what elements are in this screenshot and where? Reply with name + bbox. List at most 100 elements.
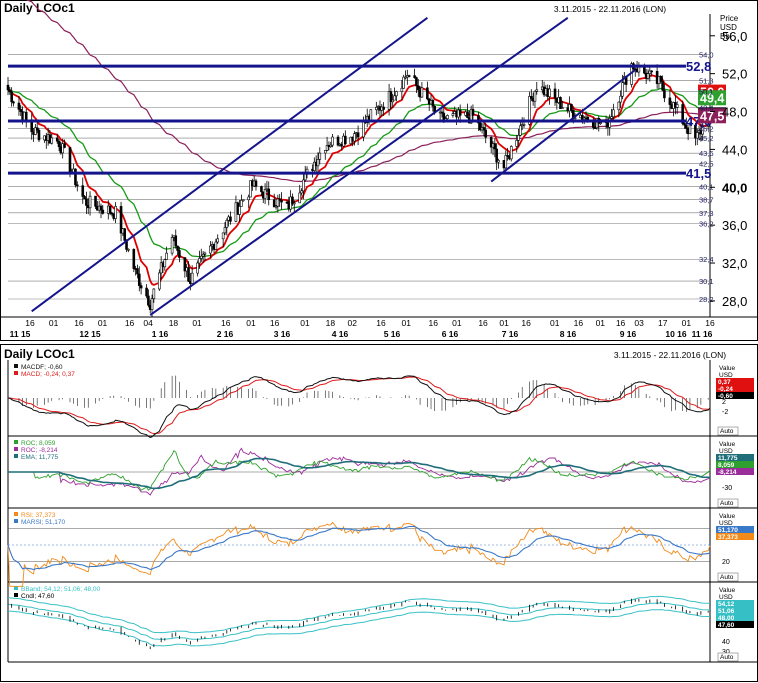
day-tick-label: 16 — [125, 318, 135, 328]
candle-body — [663, 89, 666, 99]
legend-swatch — [14, 586, 18, 590]
month-tick-label: 11 15 — [10, 329, 31, 339]
candle-body — [517, 135, 520, 141]
panel-axis-caption: Value — [719, 513, 736, 520]
minor-tick-label: 28,2 — [699, 295, 714, 304]
candle-body — [10, 91, 13, 103]
day-tick-label: 17 — [658, 318, 668, 328]
candle-body — [533, 90, 537, 102]
bband-mid-line — [8, 602, 711, 640]
price-axis-caption: Price — [720, 14, 739, 23]
candle-body — [528, 96, 531, 125]
auto-scale-button[interactable] — [717, 572, 739, 582]
panel-tick-label: 30 — [722, 649, 730, 656]
candle-body — [519, 125, 522, 136]
minor-tick-label: 54,0 — [699, 51, 714, 60]
candle-body — [706, 123, 710, 127]
day-tick-label: 16 — [74, 318, 84, 328]
candle-body — [675, 104, 679, 108]
indicator-badge-label: 8,059 — [718, 462, 735, 469]
auto-scale-label: Auto — [720, 500, 734, 507]
candle-body — [331, 136, 334, 146]
month-tick-label: 12 15 — [79, 329, 101, 339]
major-tick-label: 32,0 — [722, 256, 747, 271]
minor-tick-label: 43,6 — [699, 149, 714, 158]
day-tick-label: 04 — [143, 318, 153, 328]
minor-tick-label: 38,7 — [699, 196, 714, 205]
major-tick-label: 40,0 — [722, 180, 747, 195]
trend-channel-line[interactable] — [490, 69, 636, 183]
legend-entry: MACDF; -0,60 — [21, 364, 63, 371]
candle-body — [694, 124, 697, 139]
day-tick-label: 16 — [221, 318, 231, 328]
candle-body — [661, 81, 664, 91]
auto-scale-button[interactable] — [717, 426, 739, 436]
major-tick-label: 56,0 — [722, 29, 747, 44]
day-tick-label: 01 — [98, 318, 108, 328]
candle-body — [466, 111, 469, 118]
candle-body — [650, 70, 653, 73]
candle-body — [55, 137, 59, 142]
auto-scale-button[interactable] — [717, 652, 739, 662]
indicator-badge-label: -0,24 — [718, 386, 733, 393]
price-badge — [698, 90, 726, 106]
candle-body — [291, 196, 294, 205]
day-tick-label: 16 — [25, 318, 35, 328]
candle-body — [8, 89, 12, 93]
indicator-badge — [716, 614, 754, 621]
day-tick-label: 01 — [300, 318, 310, 328]
auto-scale-button[interactable] — [717, 498, 739, 508]
candle-body — [178, 250, 181, 258]
candle-body — [298, 192, 302, 204]
candle-body — [695, 132, 699, 139]
candle-body — [400, 87, 404, 92]
trend-channel-line[interactable] — [149, 16, 569, 316]
indicator-badge — [716, 454, 754, 461]
indicator-badge-label: 37,373 — [718, 534, 738, 541]
main-title: Daily LCOc1 — [4, 1, 75, 15]
day-tick-label: 02 — [348, 318, 358, 328]
candle-body — [515, 140, 519, 147]
month-tick-label: 9 16 — [620, 329, 637, 339]
indicator-badge — [716, 468, 754, 475]
candle-body — [522, 123, 526, 126]
trend-channel-line[interactable] — [31, 16, 428, 313]
candle-body — [413, 75, 416, 78]
month-tick-label: 1 16 — [152, 329, 169, 339]
candle-body — [440, 111, 444, 114]
indicator-date-range: 3.11.2015 - 22.11.2016 (LON) — [614, 350, 726, 360]
marsi-line — [7, 525, 711, 571]
candle-body — [415, 77, 418, 87]
candle-body — [61, 143, 65, 154]
indicator-badge — [716, 378, 754, 385]
legend-swatch — [14, 364, 18, 368]
candle-body — [272, 199, 276, 208]
candle-body — [183, 257, 187, 272]
candle-body — [610, 116, 613, 119]
candle-body — [165, 252, 168, 260]
sma50-line — [7, 87, 711, 258]
candle-body — [88, 195, 92, 209]
panel-axis-caption: USD — [719, 520, 733, 527]
indicator-badge-label: -8,214 — [718, 469, 737, 476]
candle-body — [34, 127, 37, 135]
legend-swatch — [14, 454, 18, 458]
candle-body — [101, 209, 105, 214]
candle-body — [619, 95, 622, 103]
candle-body — [254, 180, 258, 187]
candle-body — [35, 127, 39, 131]
candle-body — [599, 122, 602, 124]
month-tick-label: 7 16 — [502, 329, 519, 339]
day-tick-label: 18 — [169, 318, 179, 328]
candle-body — [561, 107, 564, 110]
panel-axis-caption: USD — [719, 594, 733, 601]
candle-body — [198, 258, 201, 264]
indicator-badge — [716, 621, 754, 628]
major-tick-label: 28,0 — [722, 294, 747, 309]
auto-scale-label: Auto — [720, 428, 734, 435]
bband-upper-line — [8, 595, 710, 634]
minor-tick-label: 50,1 — [699, 88, 714, 97]
candle-body — [683, 123, 686, 126]
candle-body — [688, 124, 692, 135]
